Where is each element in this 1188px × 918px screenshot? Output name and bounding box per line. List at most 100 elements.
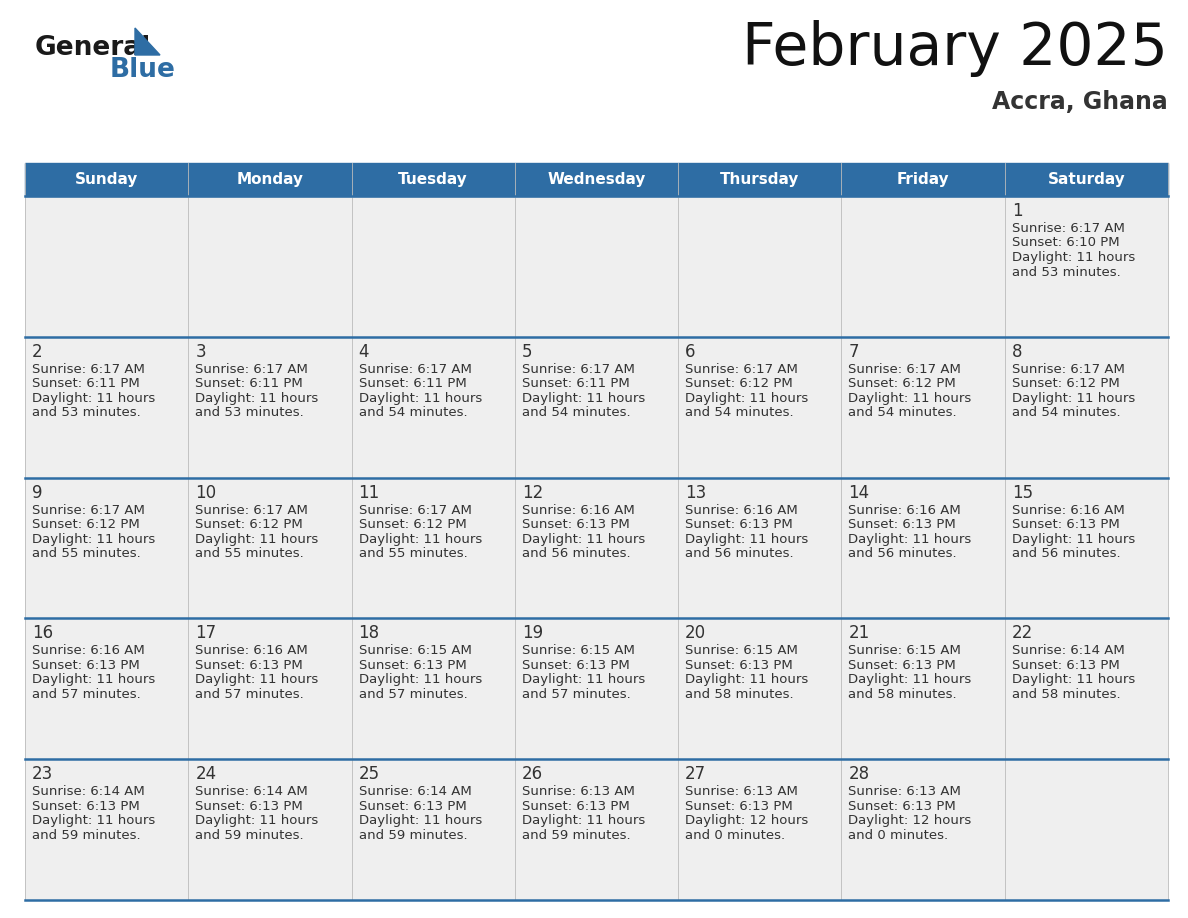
Bar (352, 196, 514, 337)
Text: Sunset: 6:11 PM: Sunset: 6:11 PM (522, 377, 630, 390)
Text: Daylight: 12 hours: Daylight: 12 hours (848, 814, 972, 827)
Text: 21: 21 (848, 624, 870, 643)
Text: and 57 minutes.: and 57 minutes. (195, 688, 304, 701)
Text: Wednesday: Wednesday (548, 172, 646, 187)
Text: Daylight: 11 hours: Daylight: 11 hours (1012, 532, 1135, 545)
Text: Sunrise: 6:13 AM: Sunrise: 6:13 AM (522, 785, 634, 798)
Text: 20: 20 (685, 624, 707, 643)
Text: Daylight: 11 hours: Daylight: 11 hours (359, 814, 482, 827)
Bar (1005, 337, 1168, 477)
Text: Sunset: 6:12 PM: Sunset: 6:12 PM (848, 377, 956, 390)
Text: General: General (34, 35, 151, 61)
Text: Sunrise: 6:13 AM: Sunrise: 6:13 AM (685, 785, 798, 798)
Bar (25, 196, 188, 337)
Text: Sunset: 6:13 PM: Sunset: 6:13 PM (685, 659, 792, 672)
Bar (25, 759, 188, 900)
Bar (514, 337, 678, 477)
Bar (678, 337, 841, 477)
Text: Sunset: 6:13 PM: Sunset: 6:13 PM (32, 800, 140, 812)
Text: 15: 15 (1012, 484, 1032, 501)
Text: Sunrise: 6:14 AM: Sunrise: 6:14 AM (1012, 644, 1125, 657)
Text: Daylight: 11 hours: Daylight: 11 hours (1012, 392, 1135, 405)
Text: Sunrise: 6:17 AM: Sunrise: 6:17 AM (359, 504, 472, 517)
Bar (352, 337, 514, 477)
Bar (678, 196, 841, 337)
Text: Sunrise: 6:17 AM: Sunrise: 6:17 AM (195, 504, 308, 517)
Text: Daylight: 11 hours: Daylight: 11 hours (195, 532, 318, 545)
Text: 17: 17 (195, 624, 216, 643)
Text: 2: 2 (32, 342, 43, 361)
Text: Blue: Blue (110, 57, 176, 83)
Polygon shape (135, 28, 160, 55)
Text: and 0 minutes.: and 0 minutes. (848, 829, 948, 842)
Bar (1005, 759, 1168, 900)
Text: Sunrise: 6:16 AM: Sunrise: 6:16 AM (1012, 504, 1125, 517)
Text: 4: 4 (359, 342, 369, 361)
Text: Daylight: 11 hours: Daylight: 11 hours (522, 674, 645, 687)
Text: Sunrise: 6:13 AM: Sunrise: 6:13 AM (848, 785, 961, 798)
Bar (841, 619, 1005, 759)
Text: Sunrise: 6:14 AM: Sunrise: 6:14 AM (32, 785, 145, 798)
Text: and 57 minutes.: and 57 minutes. (522, 688, 631, 701)
Text: Sunrise: 6:17 AM: Sunrise: 6:17 AM (522, 363, 634, 375)
Bar (188, 477, 352, 619)
Text: Daylight: 11 hours: Daylight: 11 hours (195, 392, 318, 405)
Text: Accra, Ghana: Accra, Ghana (992, 90, 1168, 114)
Text: Sunset: 6:12 PM: Sunset: 6:12 PM (195, 518, 303, 532)
Text: Daylight: 11 hours: Daylight: 11 hours (359, 532, 482, 545)
Bar (678, 477, 841, 619)
Text: Sunset: 6:13 PM: Sunset: 6:13 PM (359, 659, 467, 672)
Text: and 58 minutes.: and 58 minutes. (848, 688, 958, 701)
Bar (1005, 477, 1168, 619)
Text: 13: 13 (685, 484, 707, 501)
Text: Sunset: 6:12 PM: Sunset: 6:12 PM (685, 377, 792, 390)
Text: and 56 minutes.: and 56 minutes. (1012, 547, 1120, 560)
Text: Daylight: 11 hours: Daylight: 11 hours (522, 532, 645, 545)
Text: 26: 26 (522, 766, 543, 783)
Text: Sunset: 6:13 PM: Sunset: 6:13 PM (685, 518, 792, 532)
Text: Daylight: 12 hours: Daylight: 12 hours (685, 814, 808, 827)
Text: and 55 minutes.: and 55 minutes. (195, 547, 304, 560)
Text: Sunset: 6:13 PM: Sunset: 6:13 PM (848, 800, 956, 812)
Text: and 56 minutes.: and 56 minutes. (848, 547, 958, 560)
Text: Sunrise: 6:17 AM: Sunrise: 6:17 AM (359, 363, 472, 375)
Text: Sunset: 6:13 PM: Sunset: 6:13 PM (522, 800, 630, 812)
Bar (841, 477, 1005, 619)
Text: and 59 minutes.: and 59 minutes. (32, 829, 140, 842)
Text: Sunset: 6:13 PM: Sunset: 6:13 PM (685, 800, 792, 812)
Text: and 53 minutes.: and 53 minutes. (32, 407, 140, 420)
Bar (25, 619, 188, 759)
Text: and 54 minutes.: and 54 minutes. (522, 407, 631, 420)
Text: and 56 minutes.: and 56 minutes. (522, 547, 631, 560)
Bar (678, 759, 841, 900)
Text: and 53 minutes.: and 53 minutes. (195, 407, 304, 420)
Text: Sunset: 6:13 PM: Sunset: 6:13 PM (32, 659, 140, 672)
Text: Daylight: 11 hours: Daylight: 11 hours (195, 814, 318, 827)
Text: and 59 minutes.: and 59 minutes. (359, 829, 467, 842)
Text: and 57 minutes.: and 57 minutes. (359, 688, 467, 701)
Text: Daylight: 11 hours: Daylight: 11 hours (359, 674, 482, 687)
Text: 10: 10 (195, 484, 216, 501)
Text: and 54 minutes.: and 54 minutes. (848, 407, 958, 420)
Text: Sunset: 6:13 PM: Sunset: 6:13 PM (1012, 518, 1119, 532)
Text: Sunrise: 6:16 AM: Sunrise: 6:16 AM (32, 644, 145, 657)
Text: Sunset: 6:12 PM: Sunset: 6:12 PM (32, 518, 140, 532)
Text: Sunset: 6:12 PM: Sunset: 6:12 PM (359, 518, 467, 532)
Text: Sunset: 6:13 PM: Sunset: 6:13 PM (848, 518, 956, 532)
Text: Sunrise: 6:17 AM: Sunrise: 6:17 AM (685, 363, 798, 375)
Text: Daylight: 11 hours: Daylight: 11 hours (1012, 674, 1135, 687)
Bar (25, 163, 1168, 196)
Text: and 58 minutes.: and 58 minutes. (685, 688, 794, 701)
Text: 12: 12 (522, 484, 543, 501)
Text: Sunrise: 6:17 AM: Sunrise: 6:17 AM (1012, 222, 1125, 235)
Text: Sunrise: 6:16 AM: Sunrise: 6:16 AM (522, 504, 634, 517)
Text: Daylight: 11 hours: Daylight: 11 hours (195, 674, 318, 687)
Text: Sunrise: 6:15 AM: Sunrise: 6:15 AM (359, 644, 472, 657)
Bar (352, 759, 514, 900)
Bar (352, 477, 514, 619)
Text: Daylight: 11 hours: Daylight: 11 hours (685, 392, 808, 405)
Bar (25, 337, 188, 477)
Text: Sunrise: 6:16 AM: Sunrise: 6:16 AM (195, 644, 308, 657)
Text: 23: 23 (32, 766, 53, 783)
Text: Sunrise: 6:14 AM: Sunrise: 6:14 AM (359, 785, 472, 798)
